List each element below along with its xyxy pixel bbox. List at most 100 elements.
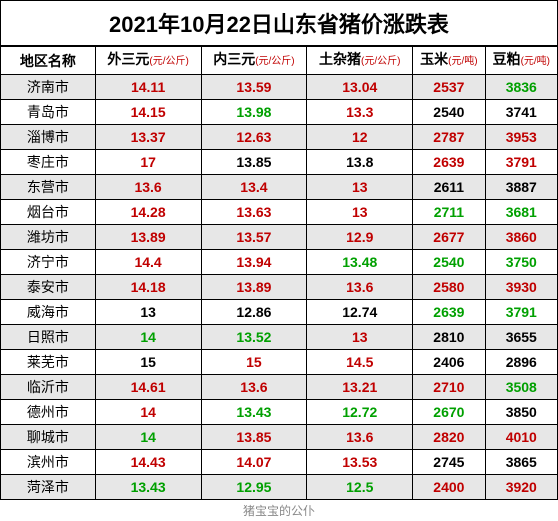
col-label: 内三元 <box>213 51 255 67</box>
table-row: 菏泽市13.4312.9512.524003920 <box>1 475 558 500</box>
value-cell: 13.59 <box>201 75 307 100</box>
value-cell: 2711 <box>413 200 485 225</box>
value-cell: 3860 <box>485 225 557 250</box>
value-cell: 2537 <box>413 75 485 100</box>
table-row: 淄博市13.3712.631227873953 <box>1 125 558 150</box>
col-unit: (元/吨) <box>448 56 477 67</box>
city-cell: 烟台市 <box>1 200 96 225</box>
value-cell: 3887 <box>485 175 557 200</box>
city-cell: 临沂市 <box>1 375 96 400</box>
value-cell: 13.43 <box>95 475 201 500</box>
value-cell: 2745 <box>413 450 485 475</box>
value-cell: 13.85 <box>201 150 307 175</box>
value-cell: 13.04 <box>307 75 413 100</box>
value-cell: 12 <box>307 125 413 150</box>
col-label: 外三元 <box>107 51 149 67</box>
value-cell: 14 <box>95 400 201 425</box>
value-cell: 14 <box>95 425 201 450</box>
value-cell: 13 <box>95 300 201 325</box>
value-cell: 13.6 <box>307 275 413 300</box>
table-row: 济南市14.1113.5913.0425373836 <box>1 75 558 100</box>
value-cell: 12.86 <box>201 300 307 325</box>
price-table-container: 2021年10月22日山东省猪价涨跌表 地区名称外三元(元/公斤)内三元(元/公… <box>0 0 558 521</box>
value-cell: 13.94 <box>201 250 307 275</box>
value-cell: 2820 <box>413 425 485 450</box>
table-row: 德州市1413.4312.7226703850 <box>1 400 558 425</box>
value-cell: 13.37 <box>95 125 201 150</box>
value-cell: 3750 <box>485 250 557 275</box>
value-cell: 2639 <box>413 150 485 175</box>
value-cell: 13 <box>307 200 413 225</box>
value-cell: 12.63 <box>201 125 307 150</box>
table-row: 聊城市1413.8513.628204010 <box>1 425 558 450</box>
col-header-1: 外三元(元/公斤) <box>95 47 201 75</box>
value-cell: 2896 <box>485 350 557 375</box>
value-cell: 3681 <box>485 200 557 225</box>
value-cell: 2787 <box>413 125 485 150</box>
value-cell: 2540 <box>413 250 485 275</box>
table-footer: 猪宝宝的公仆 <box>0 500 558 521</box>
city-cell: 潍坊市 <box>1 225 96 250</box>
col-unit: (元/公斤) <box>149 56 188 67</box>
city-cell: 滨州市 <box>1 450 96 475</box>
value-cell: 15 <box>95 350 201 375</box>
value-cell: 13.6 <box>95 175 201 200</box>
col-unit: (元/公斤) <box>361 56 400 67</box>
city-cell: 泰安市 <box>1 275 96 300</box>
value-cell: 13.85 <box>201 425 307 450</box>
value-cell: 14.4 <box>95 250 201 275</box>
value-cell: 3741 <box>485 100 557 125</box>
value-cell: 13.89 <box>95 225 201 250</box>
table-row: 日照市1413.521328103655 <box>1 325 558 350</box>
col-header-5: 豆粕(元/吨) <box>485 47 557 75</box>
value-cell: 13.3 <box>307 100 413 125</box>
value-cell: 2670 <box>413 400 485 425</box>
value-cell: 13.21 <box>307 375 413 400</box>
table-row: 莱芜市151514.524062896 <box>1 350 558 375</box>
table-row: 烟台市14.2813.631327113681 <box>1 200 558 225</box>
value-cell: 3865 <box>485 450 557 475</box>
value-cell: 14.43 <box>95 450 201 475</box>
value-cell: 2810 <box>413 325 485 350</box>
value-cell: 13.89 <box>201 275 307 300</box>
col-header-4: 玉米(元/吨) <box>413 47 485 75</box>
table-body: 济南市14.1113.5913.0425373836青岛市14.1513.981… <box>1 75 558 500</box>
value-cell: 13.52 <box>201 325 307 350</box>
city-cell: 日照市 <box>1 325 96 350</box>
col-label: 玉米 <box>420 51 448 67</box>
city-cell: 青岛市 <box>1 100 96 125</box>
price-table: 地区名称外三元(元/公斤)内三元(元/公斤)土杂猪(元/公斤)玉米(元/吨)豆粕… <box>0 46 558 500</box>
value-cell: 3930 <box>485 275 557 300</box>
value-cell: 13.6 <box>307 425 413 450</box>
value-cell: 12.95 <box>201 475 307 500</box>
value-cell: 14 <box>95 325 201 350</box>
value-cell: 14.15 <box>95 100 201 125</box>
col-header-2: 内三元(元/公斤) <box>201 47 307 75</box>
value-cell: 12.9 <box>307 225 413 250</box>
value-cell: 2406 <box>413 350 485 375</box>
col-unit: (元/吨) <box>521 56 550 67</box>
city-cell: 济南市 <box>1 75 96 100</box>
value-cell: 13 <box>307 325 413 350</box>
value-cell: 15 <box>201 350 307 375</box>
value-cell: 13.98 <box>201 100 307 125</box>
value-cell: 13.8 <box>307 150 413 175</box>
value-cell: 17 <box>95 150 201 175</box>
value-cell: 14.18 <box>95 275 201 300</box>
table-row: 东营市13.613.41326113887 <box>1 175 558 200</box>
table-title: 2021年10月22日山东省猪价涨跌表 <box>0 0 558 46</box>
table-header: 地区名称外三元(元/公斤)内三元(元/公斤)土杂猪(元/公斤)玉米(元/吨)豆粕… <box>1 47 558 75</box>
value-cell: 14.28 <box>95 200 201 225</box>
value-cell: 2710 <box>413 375 485 400</box>
value-cell: 3791 <box>485 300 557 325</box>
value-cell: 2580 <box>413 275 485 300</box>
value-cell: 13.6 <box>201 375 307 400</box>
value-cell: 2400 <box>413 475 485 500</box>
table-row: 泰安市14.1813.8913.625803930 <box>1 275 558 300</box>
value-cell: 2540 <box>413 100 485 125</box>
value-cell: 12.72 <box>307 400 413 425</box>
city-cell: 莱芜市 <box>1 350 96 375</box>
city-cell: 威海市 <box>1 300 96 325</box>
table-row: 济宁市14.413.9413.4825403750 <box>1 250 558 275</box>
col-header-3: 土杂猪(元/公斤) <box>307 47 413 75</box>
